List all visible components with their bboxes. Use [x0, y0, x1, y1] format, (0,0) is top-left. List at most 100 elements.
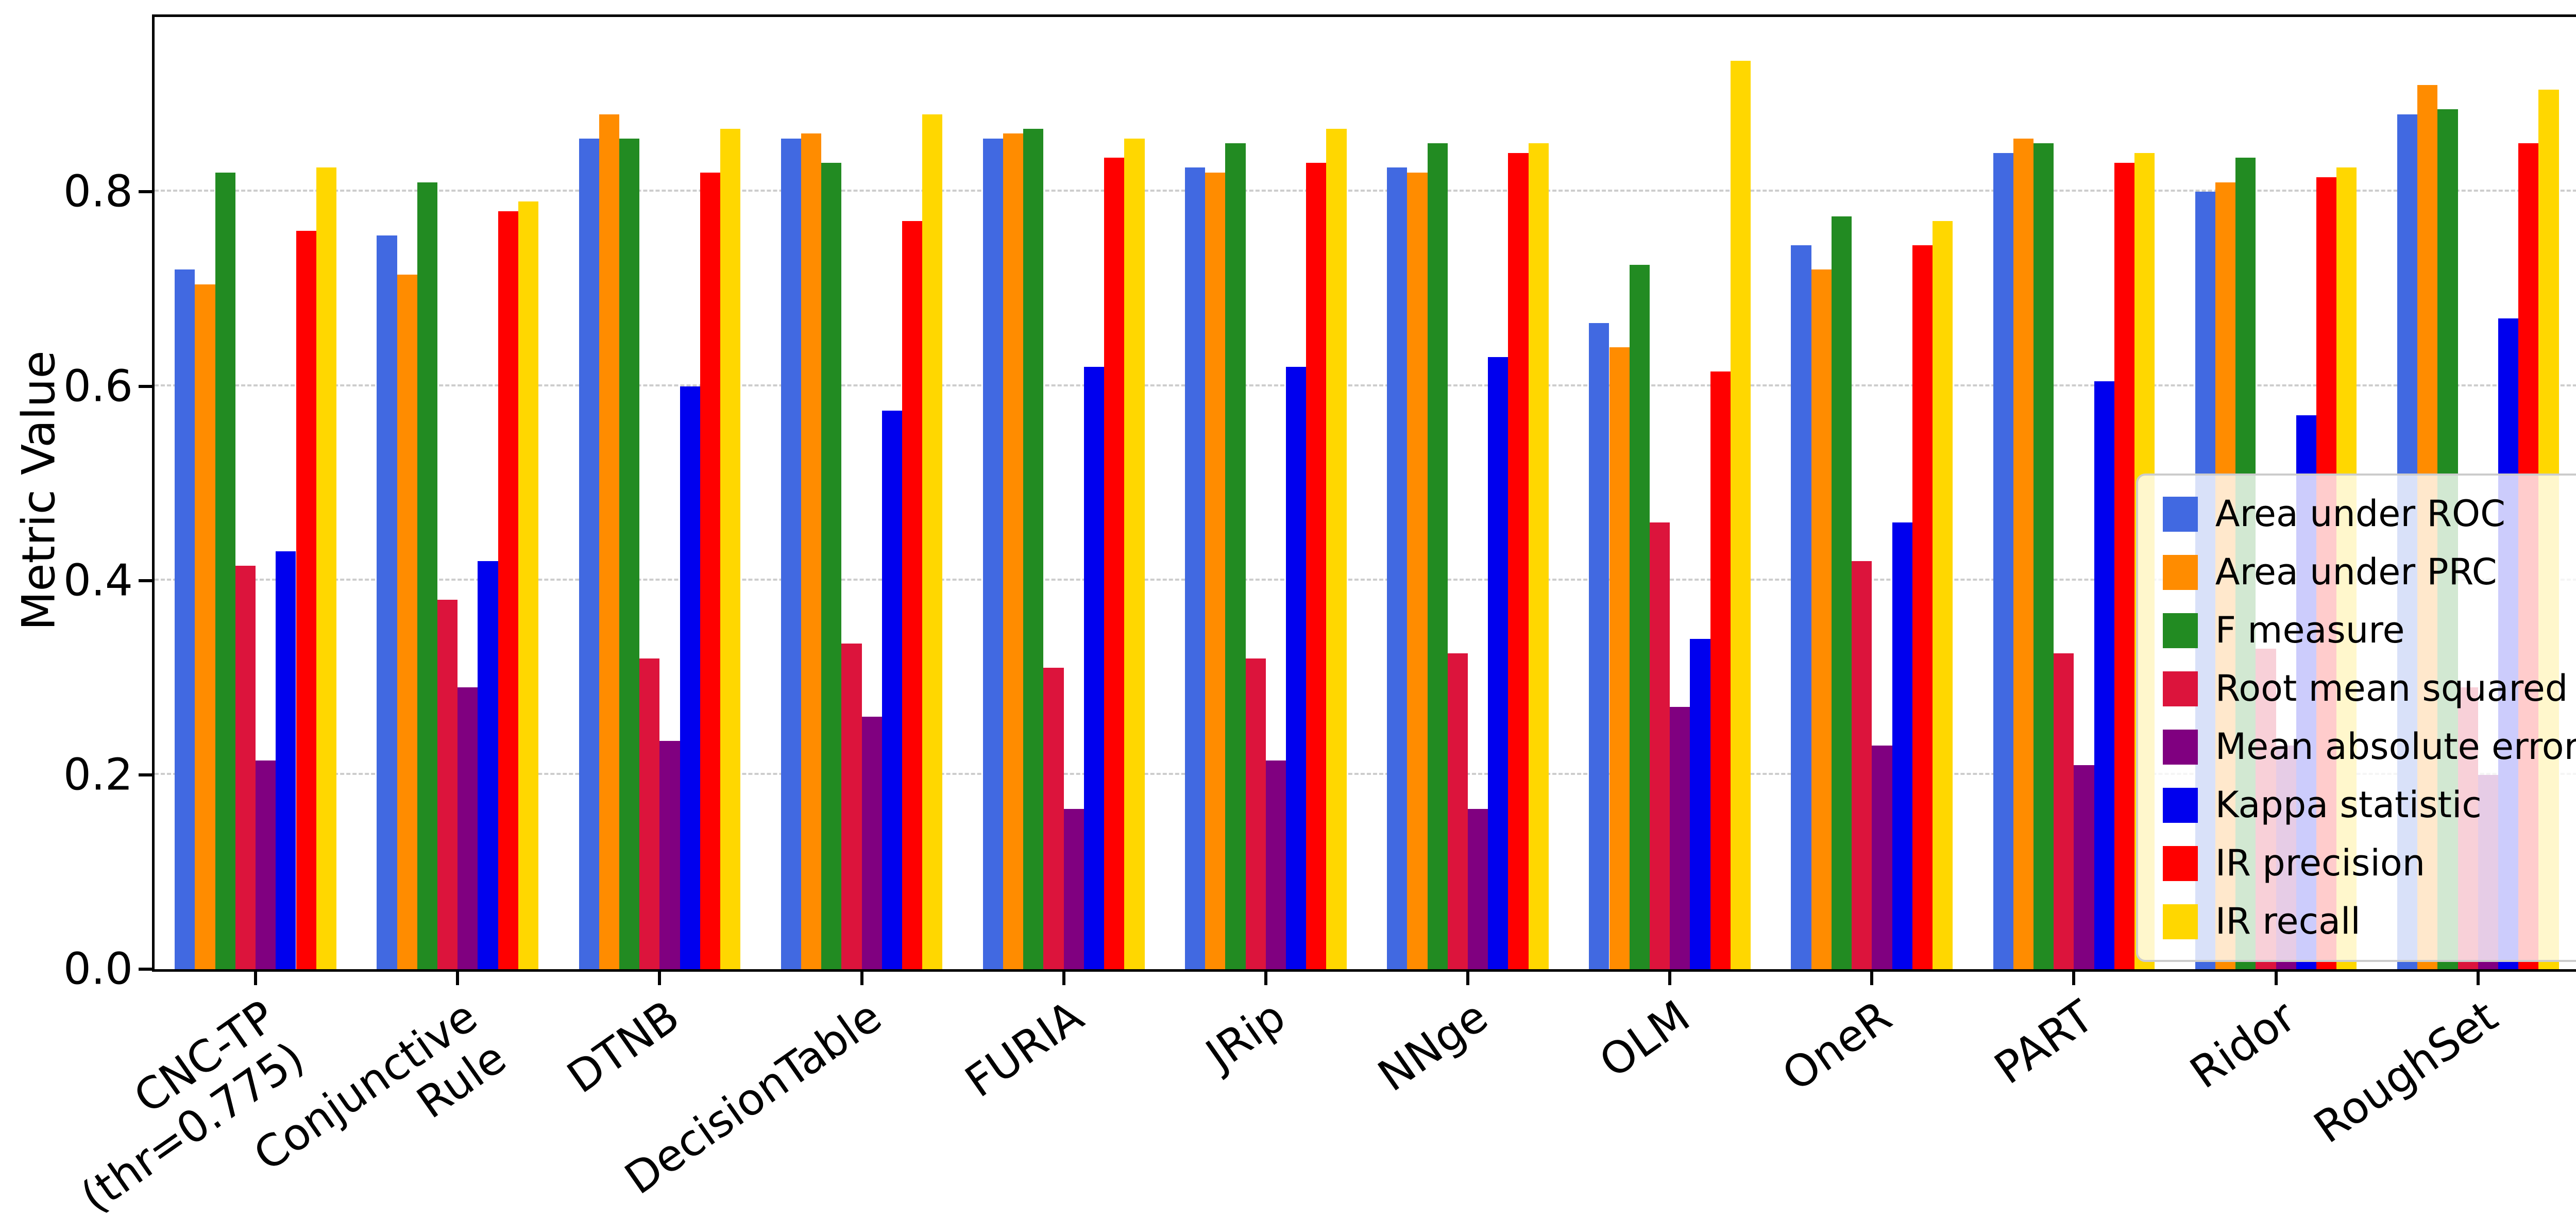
- bar-ir-recall-nnge: [1528, 143, 1549, 969]
- x-tick-label-roughset: RoughSet: [2306, 991, 2507, 1153]
- bar-kappa-statistic-dtnb: [680, 386, 700, 969]
- bar-area-under-roc-olm: [1589, 323, 1609, 969]
- bar-mean-absolute-error-part: [2074, 765, 2094, 969]
- bar-area-under-prc-oner: [1811, 269, 1832, 969]
- x-tick-label-line: PART: [1985, 991, 2103, 1095]
- y-tick-label-0.0: 0.0: [63, 943, 133, 995]
- x-tick-label-nnge: NNge: [1369, 991, 1497, 1102]
- x-tick-label-zeror: ZeroR: [2572, 991, 2576, 1108]
- bar-f-measure-jrip: [1225, 143, 1246, 969]
- bar-mean-absolute-error-oner: [1872, 746, 1892, 969]
- legend-item-mean-absolute-error: Mean absolute error: [2162, 725, 2576, 768]
- bar-mean-absolute-error-cnc-tp: [256, 760, 276, 969]
- legend-swatch-icon: [2162, 787, 2198, 823]
- bar-area-under-roc-conjunctive: [377, 235, 397, 969]
- x-tick-label-line: Ridor: [2181, 991, 2305, 1099]
- bar-root-mean-squared-error-part: [2054, 653, 2074, 969]
- legend-label: IR precision: [2215, 842, 2426, 884]
- x-tick-mark: [1466, 972, 1469, 985]
- bar-ir-recall-furia: [1124, 138, 1145, 969]
- bar-ir-recall-cnc-tp: [316, 167, 336, 969]
- bar-mean-absolute-error-dtnb: [659, 740, 680, 969]
- legend: Area under ROC Area under PRC F measure Roo…: [2136, 474, 2576, 962]
- bar-root-mean-squared-error-oner: [1852, 561, 1872, 969]
- legend-swatch-icon: [2162, 846, 2198, 881]
- bar-area-under-roc-jrip: [1184, 167, 1206, 969]
- bar-area-under-prc-nnge: [1407, 172, 1428, 969]
- legend-swatch-icon: [2162, 496, 2198, 532]
- legend-item-ir-precision: IR precision: [2162, 842, 2576, 884]
- bar-f-measure-part: [2033, 143, 2054, 969]
- y-tick-mark: [139, 968, 152, 971]
- legend-label: Area under PRC: [2215, 551, 2497, 593]
- bar-area-under-roc-cnc-tp: [175, 269, 195, 969]
- bar-area-under-roc-nnge: [1387, 167, 1408, 969]
- x-tick-label-jrip: JRip: [1197, 991, 1295, 1080]
- x-tick-mark: [2072, 972, 2076, 985]
- bar-area-under-prc-decisiontable: [801, 133, 822, 969]
- gridline-0.4: [155, 578, 2576, 581]
- bar-area-under-roc-oner: [1791, 245, 1811, 969]
- x-tick-mark: [1870, 972, 1874, 985]
- bar-kappa-statistic-oner: [1892, 522, 1912, 969]
- x-tick-mark: [1668, 972, 1672, 985]
- x-tick-mark: [254, 972, 258, 985]
- x-tick-label-dtnb: DTNB: [558, 991, 689, 1103]
- bar-ir-recall-jrip: [1326, 128, 1347, 969]
- legend-label: Root mean squared error: [2215, 667, 2576, 709]
- bar-area-under-roc-part: [1993, 153, 2013, 969]
- bar-f-measure-nnge: [1427, 143, 1448, 969]
- x-tick-mark: [456, 972, 460, 985]
- y-tick-label-0.8: 0.8: [63, 166, 133, 217]
- x-tick-label-olm: OLM: [1590, 991, 1699, 1088]
- bar-kappa-statistic-cnc-tp: [276, 551, 296, 969]
- bar-f-measure-cnc-tp: [215, 172, 235, 969]
- bar-ir-precision-olm: [1710, 371, 1731, 969]
- x-tick-label-line: OneR: [1773, 991, 1901, 1102]
- bar-area-under-prc-furia: [1003, 133, 1024, 969]
- bar-area-under-prc-olm: [1609, 347, 1630, 969]
- legend-item-area-under-prc: Area under PRC: [2162, 551, 2576, 593]
- bar-ir-precision-furia: [1104, 158, 1125, 969]
- bar-root-mean-squared-error-cnc-tp: [235, 566, 256, 969]
- bar-f-measure-oner: [1831, 216, 1852, 969]
- bar-kappa-statistic-jrip: [1286, 366, 1307, 969]
- bar-ir-precision-conjunctive: [498, 211, 518, 969]
- legend-swatch-icon: [2162, 554, 2198, 590]
- bar-ir-precision-nnge: [1508, 153, 1529, 969]
- x-tick-mark: [1062, 972, 1065, 985]
- bar-area-under-roc-decisiontable: [781, 138, 801, 969]
- x-tick-label-cnc-tp: CNC-TP (thr=0.775): [43, 991, 314, 1217]
- bar-mean-absolute-error-decisiontable: [861, 716, 882, 969]
- plot-area: Area under ROC Area under PRC F measure Roo…: [152, 14, 2576, 972]
- y-tick-mark: [139, 579, 152, 582]
- y-tick-mark: [139, 773, 152, 776]
- x-tick-label-conjunctive: Conjunctive Rule: [245, 991, 516, 1217]
- x-tick-mark: [1264, 972, 1267, 985]
- x-tick-label-part: PART: [1986, 991, 2103, 1094]
- bar-f-measure-furia: [1023, 128, 1044, 969]
- bar-mean-absolute-error-jrip: [1265, 760, 1286, 969]
- x-tick-label-ridor: Ridor: [2181, 991, 2305, 1099]
- x-tick-mark: [2476, 972, 2480, 985]
- bar-root-mean-squared-error-furia: [1043, 668, 1064, 969]
- x-tick-mark: [658, 972, 662, 985]
- y-tick-label-0.4: 0.4: [63, 555, 133, 606]
- legend-swatch-icon: [2162, 671, 2198, 706]
- legend-item-ir-recall: IR recall: [2162, 902, 2576, 941]
- legend-label: Mean absolute error: [2215, 725, 2576, 768]
- x-tick-label-line: ZeroR: [2572, 991, 2576, 1108]
- bar-kappa-statistic-decisiontable: [882, 410, 902, 969]
- bar-ir-recall-conjunctive: [518, 201, 539, 969]
- bar-area-under-prc-dtnb: [599, 114, 619, 969]
- bar-root-mean-squared-error-nnge: [1447, 653, 1468, 969]
- legend-item-f-measure: F measure: [2162, 611, 2576, 650]
- bar-ir-precision-oner: [1912, 245, 1933, 969]
- x-tick-label-line: JRip: [1197, 991, 1295, 1081]
- bar-kappa-statistic-olm: [1690, 638, 1710, 969]
- bar-ir-recall-olm: [1730, 60, 1751, 969]
- y-tick-label-0.6: 0.6: [63, 361, 133, 412]
- bar-ir-precision-dtnb: [700, 172, 721, 969]
- bar-f-measure-decisiontable: [821, 162, 842, 969]
